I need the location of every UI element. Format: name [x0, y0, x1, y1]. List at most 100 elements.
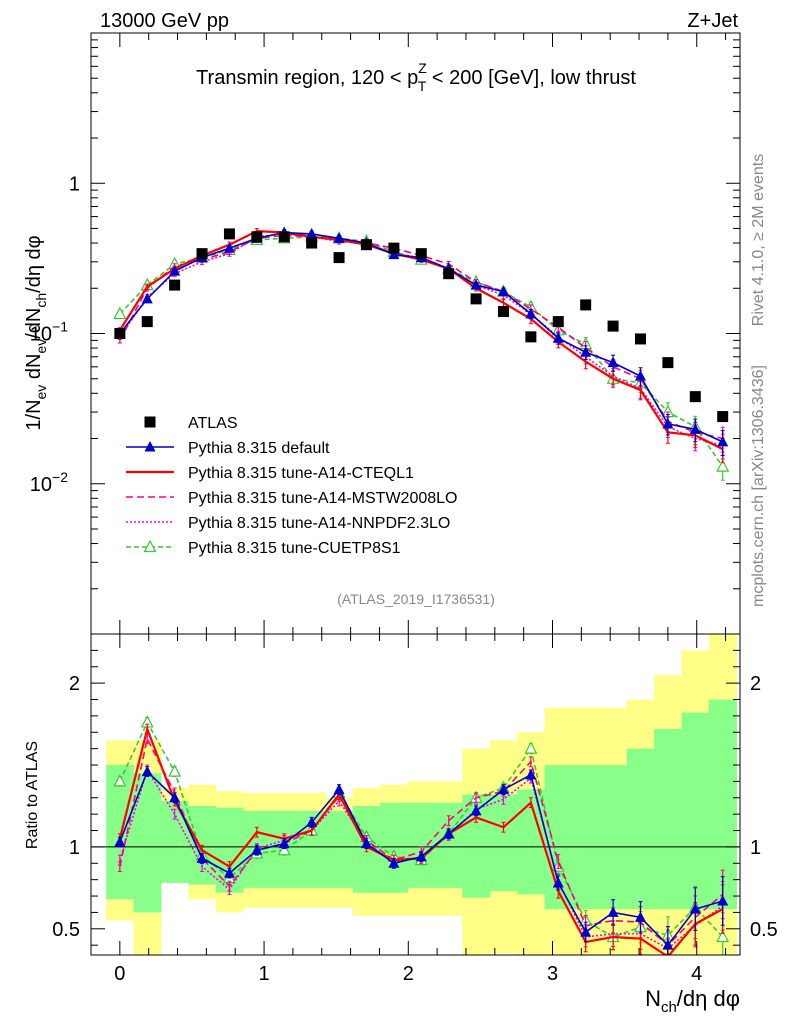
ratio-marker-default	[607, 906, 619, 917]
ratio-marker-default	[251, 844, 263, 855]
atlas-point	[360, 239, 372, 251]
band-inner	[325, 810, 354, 888]
ratio-panel: 0.5 0.5 1 1 2 2 0 1 2 3 4 Ratio to ATLAS Nch/dη dφ	[24, 633, 778, 1016]
marker-default	[169, 265, 181, 276]
ratio-marker-default	[278, 837, 290, 849]
legend-label-cteql1: Pythia 8.315 tune-A14-CTEQL1	[188, 465, 414, 482]
ratio-marker-default	[525, 768, 537, 780]
y-tick-label: 10−2	[30, 469, 68, 496]
ratio-marker-cuetp	[168, 764, 182, 777]
atlas-point	[525, 331, 537, 343]
ratio-marker-default	[717, 894, 729, 906]
ratio-data-layer	[91, 634, 740, 955]
ratio-y-tick-label-left: 1	[69, 837, 80, 859]
ratio-marker-default	[223, 867, 235, 878]
ratio-marker-default	[114, 835, 126, 847]
marker-cuetp	[716, 459, 730, 472]
series-default	[114, 226, 729, 456]
legend-label-default: Pythia 8.315 default	[188, 440, 330, 457]
ratio-marker-default	[552, 876, 564, 888]
marker-default	[388, 248, 400, 260]
band-inner	[599, 765, 628, 910]
band-inner	[489, 794, 518, 892]
rivet-label: Rivet 4.1.0, ≥ 2M events	[750, 154, 767, 326]
y-tick-label: 10−1	[30, 319, 68, 346]
ratio-y-tick-label-left: 2	[69, 673, 80, 695]
band-inner	[380, 802, 409, 893]
ratio-marker-cuetp	[277, 842, 291, 856]
atlas-point	[607, 320, 619, 332]
atlas-point	[470, 293, 482, 305]
marker-default	[306, 227, 318, 239]
atlas-point	[497, 306, 509, 318]
legend-marker-default	[144, 441, 156, 452]
atlas-point	[169, 279, 181, 291]
atlas-point	[196, 248, 208, 260]
ratio-marker-default	[497, 783, 509, 795]
atlas-point	[443, 268, 455, 280]
marker-default	[580, 346, 592, 357]
ratio-marker-cuetp	[113, 774, 127, 787]
main-y-axis-label: 1/Nev dNev/dNch/dη dφ	[23, 235, 49, 430]
plot-title: Transmin region, 120 < pZ T < 200 [GeV], …	[196, 60, 636, 94]
ratio-marker-default	[443, 827, 455, 839]
legend: ATLAS Pythia 8.315 default Pythia 8.315 tu…	[126, 415, 457, 557]
atlas-point	[415, 248, 427, 260]
x-tick-label: 1	[259, 963, 270, 985]
main-panel: 110−110−2 Transmin region, 120 < pZ T < 2…	[23, 32, 741, 635]
atlas-point	[388, 242, 400, 254]
legend-label-nnpdf: Pythia 8.315 tune-A14-NNPDF2.3LO	[188, 515, 450, 532]
ratio-frame	[90, 633, 741, 956]
ratio-y-tick-label-left: 0.5	[52, 919, 80, 941]
band-inner	[626, 748, 655, 910]
marker-default	[662, 417, 674, 429]
reference-label: (ATLAS_2019_I1736531)	[337, 591, 495, 607]
x-tick-label: 0	[114, 963, 125, 985]
ratio-marker-default	[333, 783, 345, 795]
band-inner	[681, 712, 710, 910]
atlas-point	[634, 333, 646, 345]
atlas-point	[580, 299, 592, 311]
atlas-point	[689, 391, 701, 403]
band-inner	[407, 802, 436, 888]
ratio-marker-default	[689, 903, 701, 914]
legend-marker-cuetp	[143, 539, 157, 553]
ratio-marker-default	[634, 911, 646, 922]
tick-base: 10	[30, 474, 52, 496]
ratio-y-tick-label-right: 1	[750, 837, 761, 859]
band-inner	[654, 728, 683, 910]
process-label: Z+Jet	[687, 10, 738, 32]
atlas-point	[251, 231, 263, 243]
marker-default	[141, 292, 153, 304]
ratio-marker-default	[415, 850, 427, 862]
marker-default	[470, 279, 482, 290]
ratio-marker-cuetp	[524, 741, 538, 754]
atlas-point	[223, 228, 235, 240]
ratio-marker-default	[580, 926, 592, 937]
legend-label-cuetp: Pythia 8.315 tune-CUETP8S1	[188, 540, 401, 557]
atlas-point	[662, 357, 674, 369]
atlas-point	[114, 328, 126, 339]
atlas-point	[306, 237, 318, 249]
ratio-marker-default	[141, 765, 153, 777]
ratio-marker-default	[306, 816, 318, 827]
ratio-marker-default	[196, 852, 208, 863]
marker-default	[634, 370, 646, 381]
collision-label: 13000 GeV pp	[100, 10, 229, 32]
tick-exponent: −2	[52, 469, 68, 485]
series-line-mstw	[119, 234, 723, 440]
marker-default	[497, 285, 509, 297]
marker-default	[552, 332, 564, 343]
x-tick-label: 3	[547, 963, 558, 985]
ratio-marker-default	[388, 857, 400, 868]
marker-default	[689, 423, 701, 434]
atlas-point	[717, 411, 729, 423]
legend-label-atlas: ATLAS	[188, 415, 238, 432]
ratio-marker-default	[360, 837, 372, 849]
y-tick-label: 1	[69, 173, 80, 195]
ratio-axis-ticks: 0.5 0.5 1 1 2 2 0 1 2 3 4	[52, 634, 778, 985]
ratio-y-tick-label-right: 2	[750, 673, 761, 695]
tick-base: 10	[30, 324, 52, 346]
atlas-point	[552, 316, 564, 328]
band-inner	[571, 765, 600, 910]
